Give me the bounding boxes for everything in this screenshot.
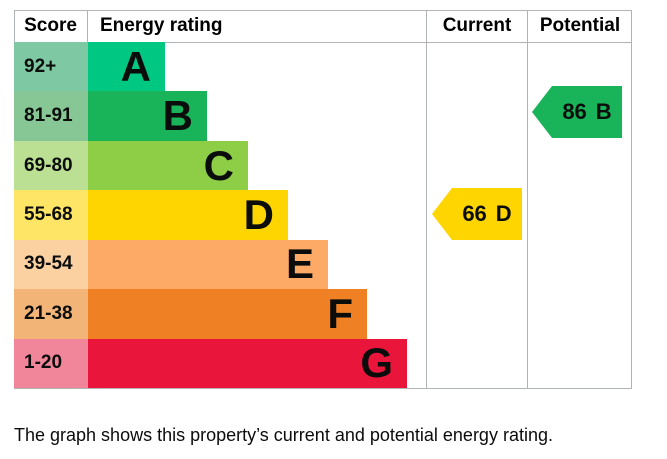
band-bar-d: D: [88, 190, 288, 240]
current-score-value: 66: [462, 201, 487, 226]
band-row-e: 39-54 E: [14, 239, 632, 290]
score-range-label-e: 39-54: [14, 239, 88, 290]
current-band-letter: D: [495, 201, 512, 226]
band-bar-c: C: [88, 140, 248, 191]
band-row-f: 21-38 F: [14, 289, 632, 339]
band-row-d: 55-68 D: [14, 190, 632, 240]
band-bar-a: A: [88, 42, 165, 92]
score-range-label-f: 21-38: [14, 289, 88, 339]
band-rows: 92+ A 81-91 B 69-80 C 55-68 D 39-54 E 21…: [14, 42, 632, 388]
current-rating-arrow: 66 D: [432, 188, 522, 240]
band-bar-g: G: [88, 338, 407, 388]
column-header-energy-rating: Energy rating: [100, 15, 223, 36]
score-range-label-b: 81-91: [14, 91, 88, 141]
score-range-label-c: 69-80: [14, 140, 88, 191]
potential-band-letter: B: [595, 99, 612, 124]
band-row-c: 69-80 C: [14, 140, 632, 191]
column-header-score: Score: [24, 15, 77, 36]
band-row-b: 81-91 B: [14, 91, 632, 141]
chart-header-row: Score Energy rating Current Potential: [14, 10, 632, 42]
score-range-label-g: 1-20: [14, 338, 88, 388]
score-range-label-a: 92+: [14, 42, 88, 92]
current-column-divider: [426, 10, 427, 389]
chart-bottom-border: [14, 388, 632, 389]
band-bar-b: B: [88, 91, 207, 141]
potential-score-value: 86: [562, 99, 587, 124]
header-bottom-border: [14, 42, 632, 43]
score-range-label-d: 55-68: [14, 190, 88, 240]
band-bar-e: E: [88, 239, 328, 290]
chart-right-border: [631, 10, 632, 389]
potential-rating-arrow: 86 B: [532, 86, 622, 138]
band-row-a: 92+ A: [14, 42, 632, 92]
chart-caption: The graph shows this property’s current …: [14, 425, 553, 445]
column-header-potential: Potential: [539, 15, 621, 36]
potential-column-divider: [527, 10, 528, 389]
band-row-g: 1-20 G: [14, 338, 632, 388]
column-header-current: Current: [442, 15, 512, 36]
energy-rating-chart: Score Energy rating Current Potential 92…: [14, 10, 632, 389]
band-bar-f: F: [88, 289, 367, 339]
chart-top-border: [14, 10, 632, 11]
